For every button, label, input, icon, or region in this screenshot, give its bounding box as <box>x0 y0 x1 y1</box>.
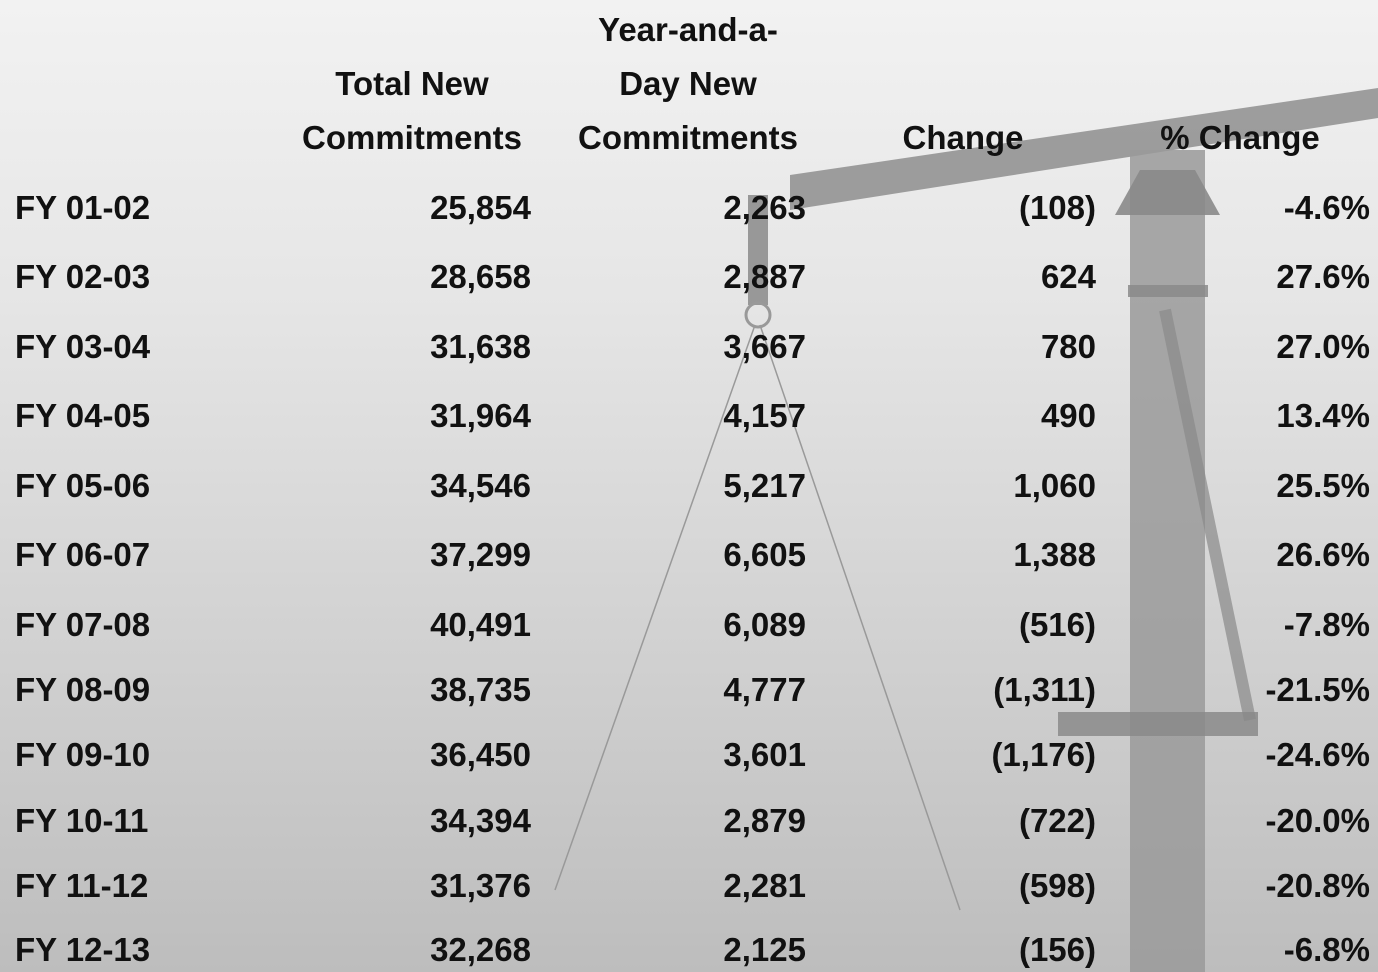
table-cell: (722) <box>1019 801 1096 841</box>
table-cell: 31,638 <box>430 327 531 367</box>
table-cell: 40,491 <box>430 605 531 645</box>
table-cell: 2,281 <box>723 866 806 906</box>
table-cell: 38,735 <box>430 670 531 710</box>
table-cell: 3,601 <box>723 735 806 775</box>
table-cell: 32,268 <box>430 930 531 970</box>
row-label: FY 11-12 <box>15 866 148 906</box>
table-cell: -7.8% <box>1284 605 1370 645</box>
table-cell: 2,887 <box>723 257 806 297</box>
table-cell: 27.6% <box>1276 257 1370 297</box>
table-cell: 36,450 <box>430 735 531 775</box>
row-label: FY 08-09 <box>15 670 150 710</box>
table-cell: 5,217 <box>723 466 806 506</box>
table-cell: -4.6% <box>1284 188 1370 228</box>
row-label: FY 12-13 <box>15 930 150 970</box>
table-cell: 2,263 <box>723 188 806 228</box>
column-header: Total New Commitments <box>292 57 532 165</box>
table-cell: 37,299 <box>430 535 531 575</box>
table-cell: 27.0% <box>1276 327 1370 367</box>
table-cell: 6,605 <box>723 535 806 575</box>
table-cell: -21.5% <box>1265 670 1370 710</box>
row-label: FY 02-03 <box>15 257 150 297</box>
row-label: FY 07-08 <box>15 605 150 645</box>
row-label: FY 04-05 <box>15 396 150 436</box>
row-label: FY 06-07 <box>15 535 150 575</box>
row-label: FY 05-06 <box>15 466 150 506</box>
table-cell: 1,060 <box>1013 466 1096 506</box>
table-cell: 2,125 <box>723 930 806 970</box>
table-cell: (108) <box>1019 188 1096 228</box>
table-cell: 3,667 <box>723 327 806 367</box>
table-cell: (156) <box>1019 930 1096 970</box>
row-label: FY 10-11 <box>15 801 148 841</box>
table-cell: 28,658 <box>430 257 531 297</box>
table-cell: (1,311) <box>993 670 1096 710</box>
table-cell: -24.6% <box>1265 735 1370 775</box>
column-header: % Change <box>1120 111 1360 165</box>
row-label: FY 03-04 <box>15 327 150 367</box>
table-cell: 4,777 <box>723 670 806 710</box>
row-label: FY 01-02 <box>15 188 150 228</box>
table-cell: (1,176) <box>991 735 1096 775</box>
column-header: Year-and-a-Day New Commitments <box>568 3 808 165</box>
table-cell: 31,376 <box>430 866 531 906</box>
table-cell: 25,854 <box>430 188 531 228</box>
table-cell: (598) <box>1019 866 1096 906</box>
row-label: FY 09-10 <box>15 735 150 775</box>
table-cell: 25.5% <box>1276 466 1370 506</box>
table-cell: 26.6% <box>1276 535 1370 575</box>
table-cell: 34,394 <box>430 801 531 841</box>
table-cell: 1,388 <box>1013 535 1096 575</box>
table-cell: 4,157 <box>723 396 806 436</box>
table-cell: (516) <box>1019 605 1096 645</box>
table-cell: -20.8% <box>1265 866 1370 906</box>
table-cell: 34,546 <box>430 466 531 506</box>
page: Total New Commitments Year-and-a-Day New … <box>0 0 1378 972</box>
table-cell: -6.8% <box>1284 930 1370 970</box>
table-cell: -20.0% <box>1265 801 1370 841</box>
table-cell: 6,089 <box>723 605 806 645</box>
table-cell: 490 <box>1041 396 1096 436</box>
column-header: Change <box>843 111 1083 165</box>
table-cell: 2,879 <box>723 801 806 841</box>
table-cell: 780 <box>1041 327 1096 367</box>
table-cell: 31,964 <box>430 396 531 436</box>
table-cell: 624 <box>1041 257 1096 297</box>
table-cell: 13.4% <box>1276 396 1370 436</box>
